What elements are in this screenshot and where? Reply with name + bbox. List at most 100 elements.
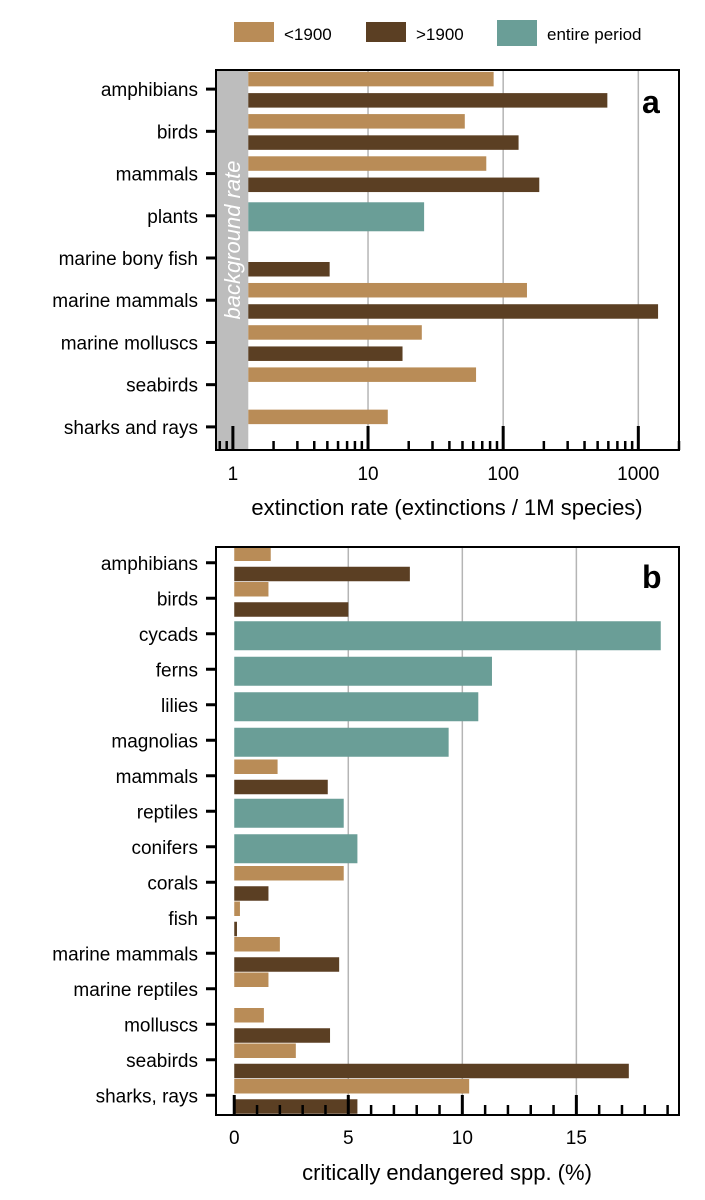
bar-fish-1900	[234, 921, 237, 937]
bar-corals-1900	[234, 866, 344, 881]
category-label-corals: corals	[147, 873, 198, 894]
category-label-marine-mammals: marine mammals	[52, 944, 198, 965]
bar-birds-1900	[234, 602, 349, 617]
bar-plants-entire-period	[248, 202, 425, 232]
category-label-fish: fish	[168, 909, 198, 930]
bar-birds-1900	[234, 582, 269, 597]
bar-reptiles-entire-period	[234, 798, 344, 828]
category-label-amphibians: amphibians	[101, 80, 198, 101]
x-tick-label-10: 10	[452, 1128, 473, 1149]
panel-b-bars	[234, 546, 661, 1114]
panel-a: background rate amphibians birds mammals pl…	[52, 69, 681, 520]
bar-mammals-1900	[234, 779, 328, 795]
panel-a-y-ticks	[206, 87, 216, 429]
bar-seabirds-1900	[234, 1063, 629, 1079]
legend-label-pre1900: <1900	[284, 25, 332, 44]
bar-sharks-rays-1900	[234, 1099, 358, 1114]
category-label-marine-reptiles: marine reptiles	[73, 980, 198, 1001]
bar-mammals-1900	[234, 759, 278, 774]
category-label-mammals: mammals	[116, 165, 198, 186]
x-tick-label-1: 1	[228, 464, 239, 485]
bar-amphibians-1900	[234, 546, 271, 561]
bar-marine-mammals-1900	[234, 937, 280, 952]
bar-ferns-entire-period	[234, 656, 492, 686]
bar-marine-reptiles-1900	[234, 972, 269, 987]
x-tick-label-5: 5	[343, 1128, 354, 1149]
category-label-seabirds: seabirds	[126, 376, 198, 397]
bar-mammals-1900	[248, 177, 540, 193]
bar-marine-molluscs-1900	[248, 325, 422, 340]
panel-a-bars	[248, 71, 659, 425]
bar-marine-mammals-1900	[234, 957, 340, 972]
x-tick-label-10: 10	[357, 464, 378, 485]
category-label-magnolias: magnolias	[111, 731, 198, 752]
panel-a-tick-labels: 1 10 100 1000	[228, 464, 660, 485]
category-label-conifers: conifers	[131, 838, 198, 859]
panel-b-tick-labels: 0 5 10 15	[229, 1128, 587, 1149]
bar-amphibians-1900	[248, 93, 608, 108]
category-label-plants: plants	[147, 207, 198, 228]
bar-amphibians-1900	[248, 71, 494, 87]
category-label-birds: birds	[157, 122, 198, 143]
legend-swatch-entire	[497, 20, 537, 46]
bar-conifers-entire-period	[234, 834, 358, 864]
panel-b-x-axis-title: critically endangered spp. (%)	[302, 1160, 592, 1185]
bar-fish-1900	[234, 901, 240, 916]
panel-b-frame	[215, 546, 680, 1116]
bar-sharks-and-rays-1900	[248, 409, 388, 425]
bar-marine-molluscs-1900	[248, 346, 403, 361]
x-tick-label-1000: 1000	[617, 464, 659, 485]
panel-b-tag: b	[642, 559, 662, 595]
bar-sharks-rays-1900	[234, 1079, 470, 1094]
bar-molluscs-1900	[234, 1008, 264, 1023]
bar-lilies-entire-period	[234, 692, 479, 722]
legend-label-entire: entire period	[547, 25, 642, 44]
category-label-mammals: mammals	[116, 767, 198, 788]
category-label-marine-molluscs: marine molluscs	[61, 333, 198, 354]
legend-label-post1900: >1900	[416, 25, 464, 44]
bar-mammals-1900	[248, 156, 487, 171]
category-label-seabirds: seabirds	[126, 1051, 198, 1072]
bar-magnolias-entire-period	[234, 727, 449, 757]
background-rate-label: background rate	[220, 161, 245, 320]
bar-seabirds-1900	[248, 367, 477, 382]
category-label-ferns: ferns	[156, 660, 198, 681]
bar-birds-1900	[248, 135, 519, 150]
x-tick-label-100: 100	[487, 464, 519, 485]
bar-molluscs-1900	[234, 1028, 331, 1043]
category-label-marine-bony-fish: marine bony fish	[59, 249, 198, 270]
bar-seabirds-1900	[234, 1043, 296, 1058]
x-tick-label-0: 0	[229, 1128, 240, 1149]
bar-marine-mammals-1900	[248, 282, 527, 298]
panel-b-x-ticks	[232, 1095, 669, 1115]
bar-birds-1900	[248, 114, 465, 129]
category-label-reptiles: reptiles	[137, 802, 198, 823]
panel-a-frame	[215, 69, 680, 451]
panel-a-x-ticks	[218, 426, 681, 450]
category-label-cycads: cycads	[139, 625, 198, 646]
panel-a-tag: a	[642, 84, 660, 120]
x-tick-label-15: 15	[566, 1128, 587, 1149]
background-rate-band: background rate	[216, 70, 249, 450]
category-label-sharks-rays: sharks, rays	[96, 1086, 198, 1107]
panel-b-y-ticks	[206, 561, 216, 1097]
legend: <1900 >1900 entire period	[234, 20, 642, 46]
bar-cycads-entire-period	[234, 621, 661, 651]
category-label-birds: birds	[157, 589, 198, 610]
category-label-amphibians: amphibians	[101, 554, 198, 575]
background-rate-shade	[216, 70, 249, 450]
bar-marine-bony-fish-1900	[248, 262, 330, 277]
category-label-marine-mammals: marine mammals	[52, 291, 198, 312]
panel-b: amphibians birds cycads ferns lilies magnolia…	[52, 546, 680, 1185]
category-label-sharks-and-rays: sharks and rays	[64, 418, 198, 439]
bar-corals-1900	[234, 886, 269, 901]
category-label-molluscs: molluscs	[124, 1015, 198, 1036]
panel-a-category-labels: amphibians birds mammals plants marine bony …	[52, 80, 198, 439]
panel-a-x-axis-title: extinction rate (extinctions / 1M specie…	[251, 495, 642, 520]
panel-b-category-labels: amphibians birds cycads ferns lilies magnolia…	[52, 554, 198, 1108]
bar-marine-mammals-1900	[248, 304, 659, 319]
bar-amphibians-1900	[234, 566, 410, 582]
legend-swatch-post1900	[366, 22, 406, 42]
legend-swatch-pre1900	[234, 22, 274, 42]
